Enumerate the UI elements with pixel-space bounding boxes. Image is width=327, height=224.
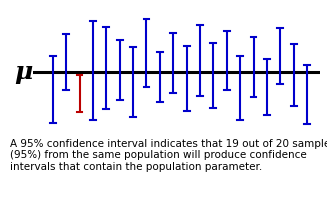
Text: A 95% confidence interval indicates that 19 out of 20 samples
(95%) from the sam: A 95% confidence interval indicates that… [10,139,327,172]
Text: μ: μ [14,60,33,84]
